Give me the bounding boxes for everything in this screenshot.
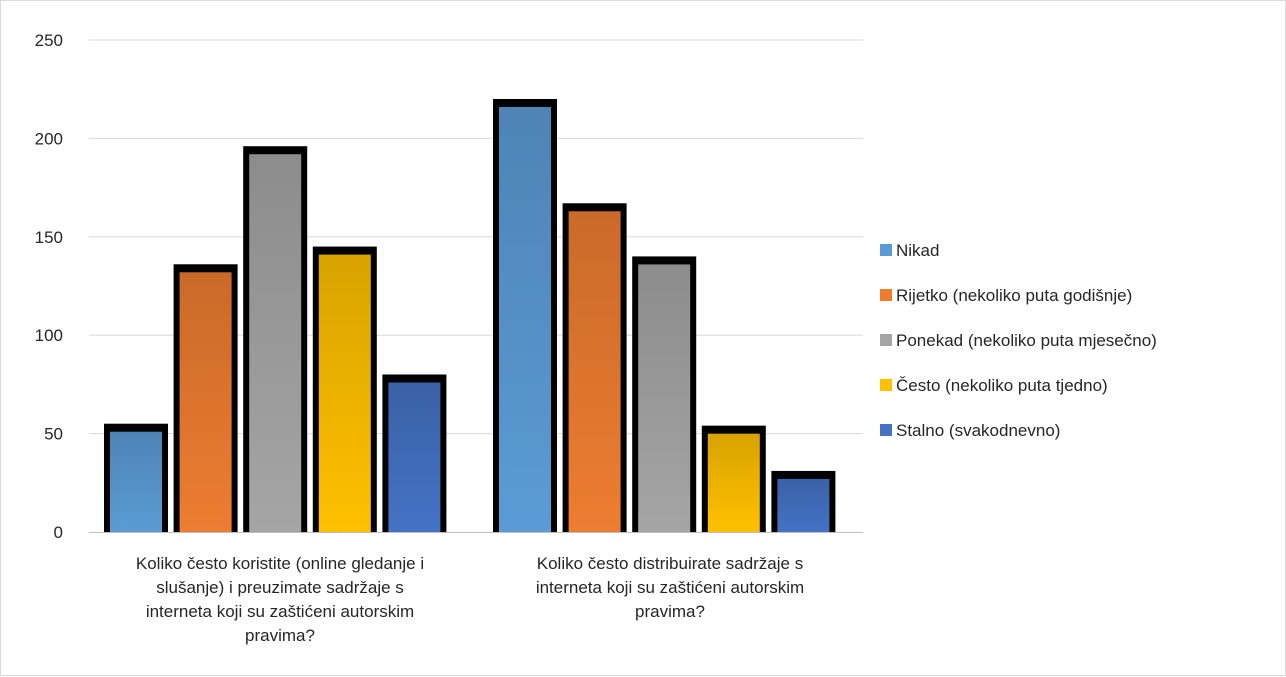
x-axis-category-labels: Koliko često koristite (online gledanje … (136, 554, 804, 645)
legend-swatch (880, 424, 892, 436)
bar-group-1 (104, 146, 447, 533)
bar (499, 106, 551, 532)
legend-label: Ponekad (nekoliko puta mjesečno) (896, 331, 1157, 350)
x-category-label: Koliko često koristite (online gledanje … (136, 554, 424, 645)
y-tick-label: 100 (35, 326, 63, 345)
bar (707, 433, 760, 532)
legend-item: Nikad (880, 241, 939, 260)
y-axis-tick-labels: 0 50 100 150 200 250 (35, 31, 63, 542)
bar (638, 264, 691, 532)
y-tick-label: 200 (35, 129, 63, 148)
legend-item: Često (nekoliko puta tjedno) (880, 376, 1108, 395)
legend-swatch (880, 379, 892, 391)
legend-swatch (880, 334, 892, 346)
bar (110, 431, 162, 532)
bar (777, 478, 830, 532)
legend-label: Često (nekoliko puta tjedno) (896, 376, 1108, 395)
bar-group-2 (493, 98, 836, 532)
legend-label: Rijetko (nekoliko puta godišnje) (896, 286, 1132, 305)
bar (568, 211, 621, 532)
bar (179, 272, 232, 532)
legend-label: Nikad (896, 241, 939, 260)
legend-swatch (880, 289, 892, 301)
bars (104, 98, 836, 533)
bar (388, 382, 441, 532)
y-tick-label: 50 (44, 425, 63, 444)
legend-item: Rijetko (nekoliko puta godišnje) (880, 286, 1132, 305)
y-tick-label: 0 (54, 523, 63, 542)
y-tick-label: 150 (35, 228, 63, 247)
y-tick-label: 250 (35, 31, 63, 50)
bar (318, 254, 371, 533)
x-category-label: Koliko često distribuirate sadržaje s int… (536, 554, 804, 621)
bar (249, 154, 302, 532)
legend-item: Stalno (svakodnevno) (880, 421, 1060, 440)
legend-label: Stalno (svakodnevno) (896, 421, 1060, 440)
legend-item: Ponekad (nekoliko puta mjesečno) (880, 331, 1157, 350)
legend-swatch (880, 244, 892, 256)
legend: Nikad Rijetko (nekoliko puta godišnje) Pon… (880, 241, 1157, 440)
